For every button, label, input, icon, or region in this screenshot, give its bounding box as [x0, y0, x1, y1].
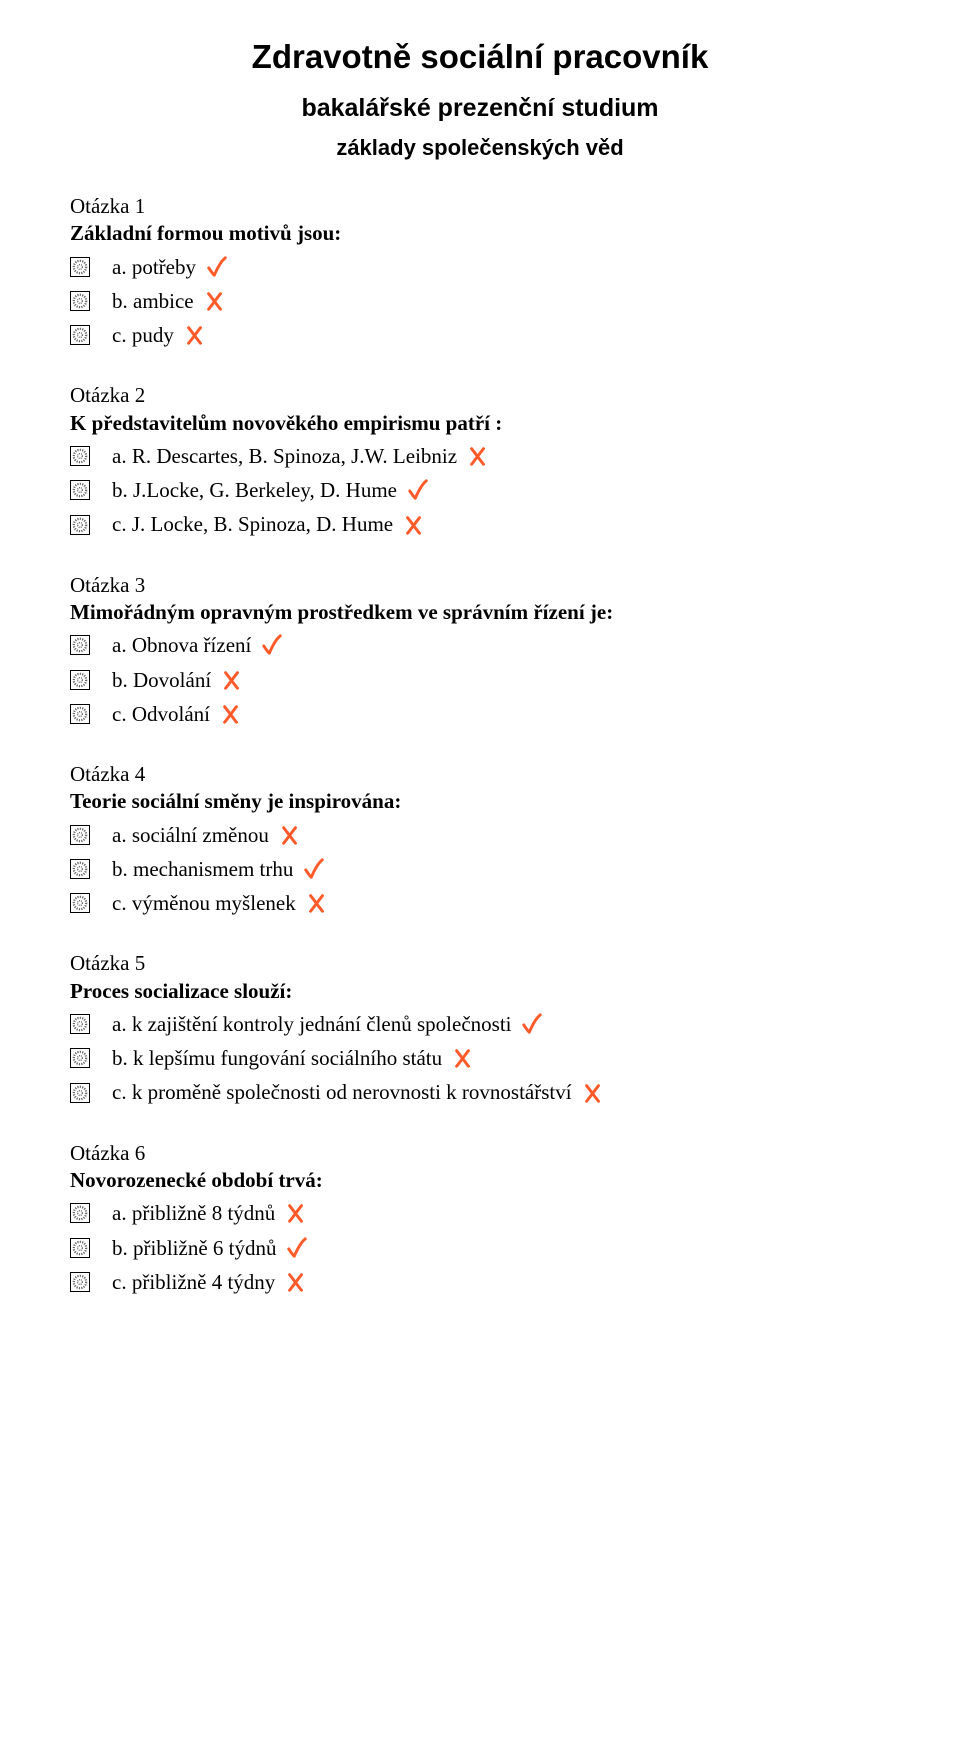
cross-icon: [221, 669, 243, 691]
radio-icon[interactable]: [70, 325, 90, 345]
option-row: b. J.Locke, G. Berkeley, D. Hume: [70, 477, 890, 503]
cross-icon: [467, 445, 489, 467]
radio-icon[interactable]: [70, 1048, 90, 1068]
cross-icon: [285, 1271, 307, 1293]
option-row: c. Odvolání: [70, 701, 890, 727]
check-icon: [286, 1237, 308, 1259]
option-row: b. Dovolání: [70, 667, 890, 693]
question-block: Otázka 1Základní formou motivů jsou: a. …: [70, 193, 890, 348]
radio-icon[interactable]: [70, 635, 90, 655]
question-prompt: Teorie sociální směny je inspirována:: [70, 788, 890, 815]
option-row: a. R. Descartes, B. Spinoza, J.W. Leibni…: [70, 443, 890, 469]
question-number: Otázka 1: [70, 193, 890, 220]
option-label: c. k proměně společnosti od nerovnosti k…: [112, 1079, 572, 1105]
question-block: Otázka 4Teorie sociální směny je inspiro…: [70, 761, 890, 916]
option-row: a. Obnova řízení: [70, 632, 890, 658]
question-prompt: Novorozenecké období trvá:: [70, 1167, 890, 1194]
radio-icon[interactable]: [70, 859, 90, 879]
cross-icon: [184, 324, 206, 346]
radio-icon[interactable]: [70, 1238, 90, 1258]
cross-icon: [204, 290, 226, 312]
option-row: b. přibližně 6 týdnů: [70, 1235, 890, 1261]
option-label: a. přibližně 8 týdnů: [112, 1200, 275, 1226]
option-label: c. pudy: [112, 322, 174, 348]
question-number: Otázka 2: [70, 382, 890, 409]
radio-icon[interactable]: [70, 446, 90, 466]
option-label: c. Odvolání: [112, 701, 210, 727]
option-label: b. J.Locke, G. Berkeley, D. Hume: [112, 477, 397, 503]
radio-icon[interactable]: [70, 670, 90, 690]
radio-icon[interactable]: [70, 1014, 90, 1034]
question-number: Otázka 6: [70, 1140, 890, 1167]
page-section: základy společenských věd: [70, 135, 890, 161]
cross-icon: [403, 514, 425, 536]
radio-icon[interactable]: [70, 1272, 90, 1292]
option-label: c. J. Locke, B. Spinoza, D. Hume: [112, 511, 393, 537]
option-row: a. k zajištění kontroly jednání členů sp…: [70, 1011, 890, 1037]
cross-icon: [285, 1202, 307, 1224]
radio-icon[interactable]: [70, 704, 90, 724]
option-label: b. k lepšímu fungování sociálního státu: [112, 1045, 442, 1071]
question-block: Otázka 2K představitelům novověkého empi…: [70, 382, 890, 537]
check-icon: [521, 1013, 543, 1035]
question-prompt: Základní formou motivů jsou:: [70, 220, 890, 247]
question-prompt: Mimořádným opravným prostředkem ve správ…: [70, 599, 890, 626]
option-label: a. sociální změnou: [112, 822, 269, 848]
radio-icon[interactable]: [70, 893, 90, 913]
option-label: b. přibližně 6 týdnů: [112, 1235, 276, 1261]
page-subtitle: bakalářské prezenční studium: [70, 94, 890, 123]
option-row: c. k proměně společnosti od nerovnosti k…: [70, 1079, 890, 1105]
radio-icon[interactable]: [70, 1203, 90, 1223]
cross-icon: [582, 1082, 604, 1104]
question-block: Otázka 3Mimořádným opravným prostředkem …: [70, 572, 890, 727]
option-label: c. výměnou myšlenek: [112, 890, 296, 916]
option-label: b. Dovolání: [112, 667, 211, 693]
option-row: a. přibližně 8 týdnů: [70, 1200, 890, 1226]
option-row: c. výměnou myšlenek: [70, 890, 890, 916]
radio-icon[interactable]: [70, 825, 90, 845]
question-prompt: K představitelům novověkého empirismu pa…: [70, 410, 890, 437]
question-number: Otázka 4: [70, 761, 890, 788]
cross-icon: [452, 1047, 474, 1069]
option-label: b. ambice: [112, 288, 194, 314]
question-number: Otázka 5: [70, 950, 890, 977]
check-icon: [206, 256, 228, 278]
radio-icon[interactable]: [70, 257, 90, 277]
option-label: a. R. Descartes, B. Spinoza, J.W. Leibni…: [112, 443, 457, 469]
option-row: b. mechanismem trhu: [70, 856, 890, 882]
option-label: a. Obnova řízení: [112, 632, 251, 658]
option-row: c. J. Locke, B. Spinoza, D. Hume: [70, 511, 890, 537]
questions-container: Otázka 1Základní formou motivů jsou: a. …: [70, 193, 890, 1295]
radio-icon[interactable]: [70, 480, 90, 500]
option-row: c. přibližně 4 týdny: [70, 1269, 890, 1295]
check-icon: [303, 858, 325, 880]
option-label: a. potřeby: [112, 254, 196, 280]
check-icon: [407, 479, 429, 501]
option-row: a. sociální změnou: [70, 822, 890, 848]
question-number: Otázka 3: [70, 572, 890, 599]
radio-icon[interactable]: [70, 291, 90, 311]
option-label: c. přibližně 4 týdny: [112, 1269, 275, 1295]
option-row: b. k lepšímu fungování sociálního státu: [70, 1045, 890, 1071]
option-label: b. mechanismem trhu: [112, 856, 293, 882]
option-row: c. pudy: [70, 322, 890, 348]
question-block: Otázka 5Proces socializace slouží: a. k …: [70, 950, 890, 1105]
radio-icon[interactable]: [70, 1083, 90, 1103]
cross-icon: [306, 892, 328, 914]
page-title: Zdravotně sociální pracovník: [70, 38, 890, 76]
check-icon: [261, 634, 283, 656]
option-label: a. k zajištění kontroly jednání členů sp…: [112, 1011, 511, 1037]
question-block: Otázka 6Novorozenecké období trvá: a. př…: [70, 1140, 890, 1295]
option-row: a. potřeby: [70, 254, 890, 280]
page: Zdravotně sociální pracovník bakalářské …: [0, 0, 960, 1754]
question-prompt: Proces socializace slouží:: [70, 978, 890, 1005]
radio-icon[interactable]: [70, 515, 90, 535]
cross-icon: [279, 824, 301, 846]
cross-icon: [220, 703, 242, 725]
option-row: b. ambice: [70, 288, 890, 314]
